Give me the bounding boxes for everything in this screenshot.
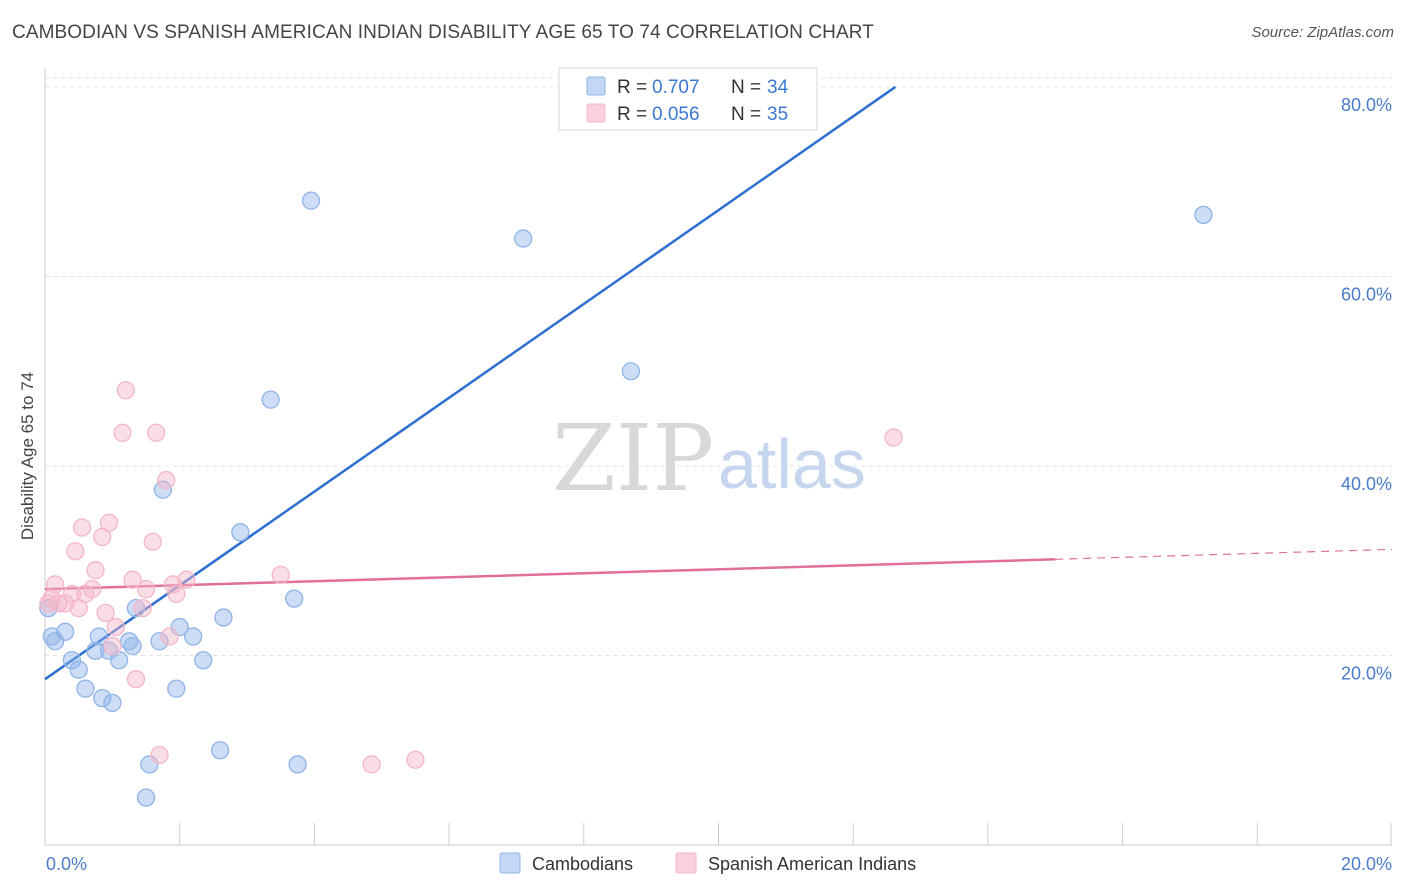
- trendline-ext-1: [1055, 548, 1393, 560]
- point-s0-31: [514, 229, 533, 248]
- y-tick-label-1: 40.0%: [1341, 474, 1392, 494]
- point-s0-23: [194, 651, 213, 670]
- legend-r-value-2: 0.056: [652, 104, 700, 125]
- point-s1-33: [884, 428, 903, 447]
- watermark-zip: ZIP: [552, 405, 714, 512]
- point-s0-19: [153, 480, 173, 499]
- point-s1-31: [362, 755, 381, 774]
- point-s1-3: [49, 594, 68, 613]
- y-tick-label-3: 80.0%: [1341, 95, 1392, 115]
- trendline-0: [44, 85, 897, 681]
- point-s0-33: [1194, 205, 1213, 225]
- point-s0-8: [89, 627, 109, 646]
- point-s1-26: [160, 627, 179, 646]
- y-axis-label: Disability Age 65 to 74: [18, 372, 37, 540]
- stats-legend: R = 0.707 N = 34 R = 0.056 N = 35: [558, 67, 818, 131]
- point-s0-5: [69, 660, 88, 679]
- legend-n-label-2: N =: [731, 104, 761, 125]
- point-s1-2: [45, 575, 65, 594]
- chart-source: Source: ZipAtlas.com: [1251, 24, 1394, 41]
- y-tick-label-2: 60.0%: [1341, 284, 1392, 304]
- point-s0-20: [167, 679, 186, 698]
- point-s0-30: [301, 191, 321, 210]
- point-s0-27: [261, 390, 280, 409]
- legend-r-label-2: R =: [617, 104, 647, 125]
- point-s0-11: [103, 693, 122, 713]
- chart-title: CAMBODIAN VS SPANISH AMERICAN INDIAN DIS…: [12, 22, 874, 43]
- series-legend-swatch-cambodians: [499, 852, 521, 874]
- point-s1-6: [66, 542, 85, 561]
- data-points: [39, 191, 1213, 807]
- point-s1-22: [143, 532, 162, 551]
- legend-r-value-1: 0.707: [652, 77, 700, 98]
- legend-n-value-1: 34: [767, 77, 789, 98]
- legend-r-label-1: R =: [617, 77, 647, 98]
- point-s1-4: [56, 594, 75, 613]
- legend-swatch-cambodians: [586, 76, 606, 96]
- series-legend: Cambodians Spanish American Indians: [499, 852, 916, 874]
- point-s0-25: [214, 608, 233, 627]
- point-s0-2: [45, 632, 65, 651]
- series-legend-cambodians: Cambodians: [532, 854, 633, 874]
- point-s0-22: [184, 627, 203, 646]
- point-s1-10: [82, 580, 102, 599]
- point-s0-0: [39, 598, 58, 618]
- point-s0-3: [56, 622, 75, 641]
- point-s0-6: [76, 679, 95, 698]
- point-s1-15: [103, 636, 122, 656]
- point-s0-24: [210, 741, 230, 760]
- point-s1-13: [96, 603, 115, 622]
- y-tick-label-0: 20.0%: [1341, 663, 1392, 683]
- trendline-1: [44, 558, 1056, 591]
- point-s1-19: [126, 670, 146, 689]
- point-s1-11: [86, 561, 105, 580]
- point-s1-17: [113, 423, 132, 442]
- point-s0-15: [126, 598, 146, 618]
- point-s0-9: [93, 688, 112, 708]
- point-s1-21: [136, 580, 156, 599]
- x-tick-max: 20.0%: [1341, 854, 1392, 874]
- watermark: ZIP atlas: [552, 405, 866, 512]
- point-s1-32: [406, 750, 425, 769]
- point-s1-20: [133, 598, 152, 618]
- point-s1-34: [123, 570, 142, 589]
- series-legend-swatch-spanish-american-indians: [675, 852, 697, 874]
- axes: [44, 68, 1392, 846]
- x-tick-min: 0.0%: [46, 854, 87, 874]
- watermark-atlas: atlas: [718, 425, 866, 503]
- point-s0-7: [86, 641, 105, 660]
- point-s0-26: [231, 523, 250, 542]
- point-s1-18: [116, 381, 135, 400]
- point-s0-4: [62, 651, 82, 670]
- point-s1-25: [157, 471, 176, 490]
- point-s0-14: [123, 636, 142, 656]
- point-s1-28: [167, 584, 186, 604]
- point-s1-29: [177, 570, 196, 589]
- point-s1-16: [106, 617, 125, 637]
- legend-swatch-spanish-american-indians: [586, 103, 606, 123]
- y-tick-labels: 20.0% 40.0% 60.0% 80.0%: [1341, 95, 1392, 684]
- point-s0-28: [285, 589, 304, 608]
- point-s1-8: [72, 518, 92, 537]
- point-s0-29: [288, 755, 307, 774]
- legend-n-label-1: N =: [731, 77, 761, 98]
- series-legend-spanish-american-indians: Spanish American Indians: [708, 854, 916, 874]
- point-s0-18: [150, 632, 169, 651]
- point-s0-32: [621, 362, 641, 381]
- point-s0-21: [170, 617, 189, 637]
- point-s1-14: [99, 513, 119, 532]
- point-s0-16: [140, 755, 159, 774]
- point-s1-27: [163, 575, 183, 594]
- point-s0-17: [136, 788, 156, 807]
- trendlines: [44, 85, 1393, 681]
- point-s1-30: [271, 565, 290, 585]
- legend-n-value-2: 35: [767, 104, 788, 125]
- point-s1-23: [146, 423, 166, 442]
- point-s1-24: [150, 745, 169, 765]
